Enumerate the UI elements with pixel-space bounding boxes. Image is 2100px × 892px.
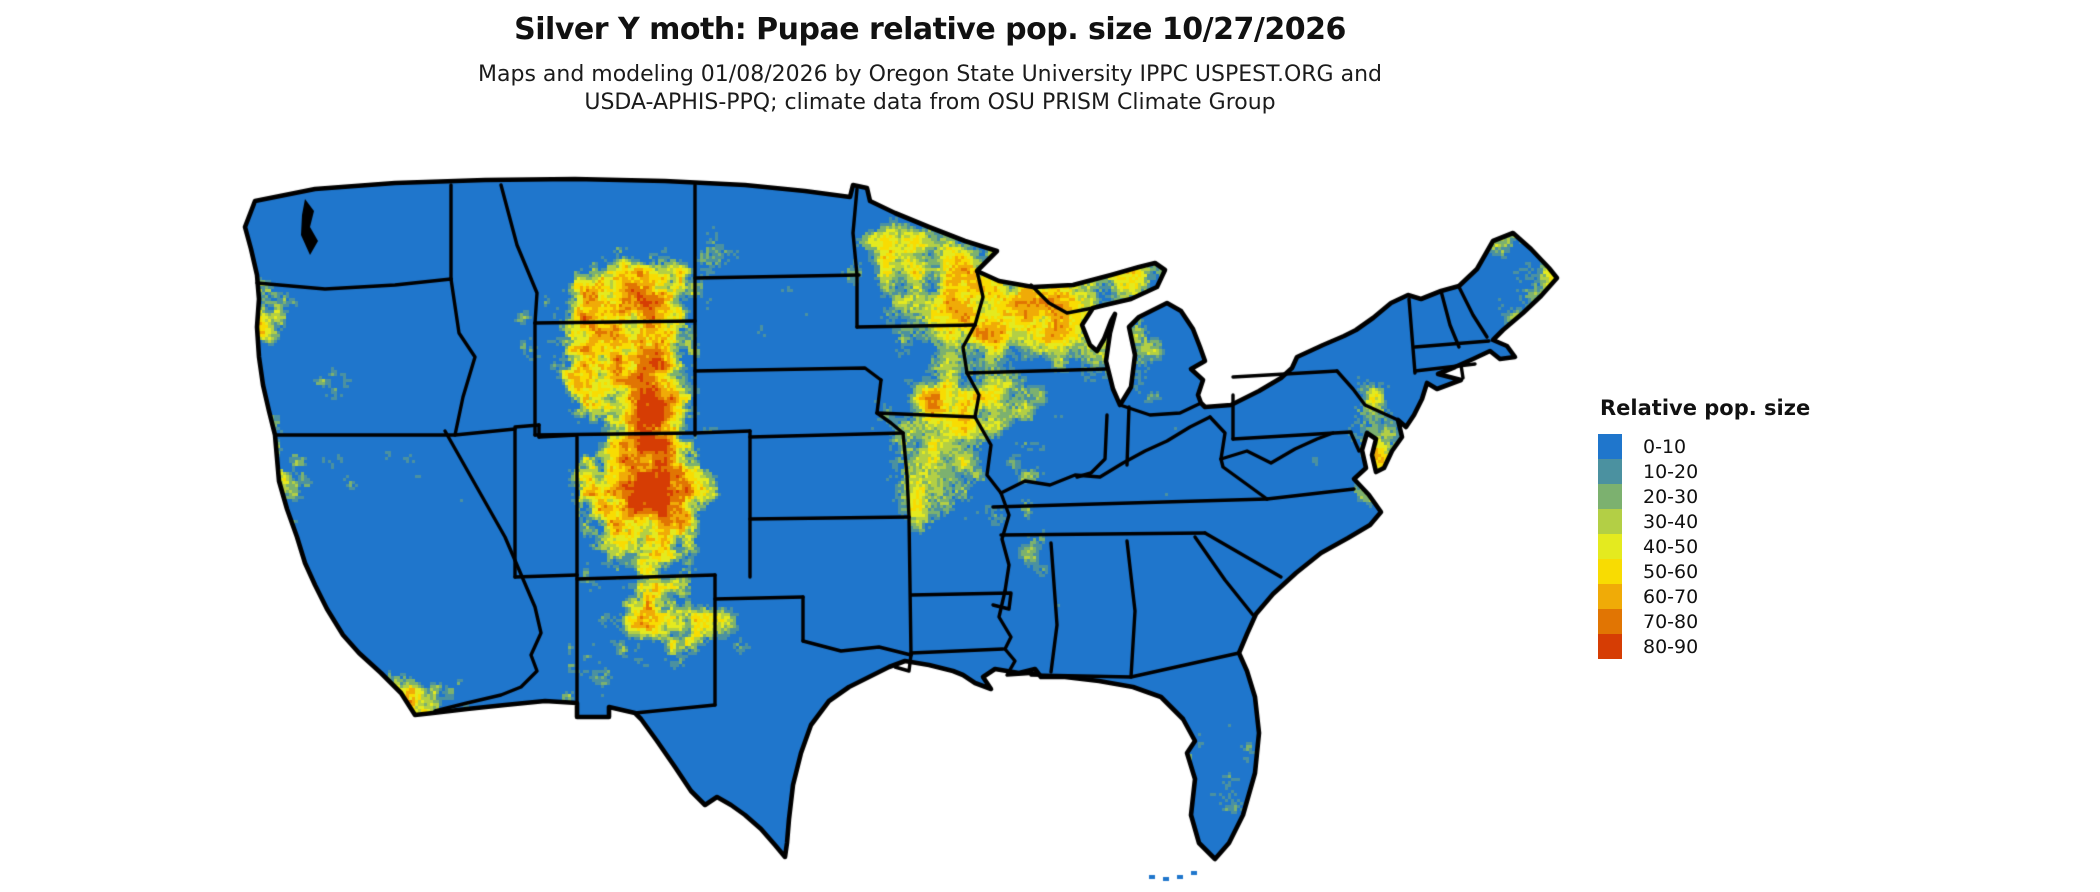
- legend: Relative pop. size 0-10 10-20 20-30 30-4…: [1598, 396, 1810, 659]
- legend-swatch: [1598, 634, 1622, 659]
- legend-item: 0-10: [1598, 434, 1810, 459]
- legend-items: 0-10 10-20 20-30 30-40 40-50 50-60 60-70…: [1598, 434, 1810, 659]
- us-map: [205, 175, 1575, 887]
- legend-swatch: [1598, 509, 1622, 534]
- subtitle-line2: USDA-APHIS-PPQ; climate data from OSU PR…: [584, 89, 1276, 115]
- subtitle-line1: Maps and modeling 01/08/2026 by Oregon S…: [478, 62, 1382, 87]
- legend-swatch: [1598, 584, 1622, 609]
- legend-item: 70-80: [1598, 609, 1810, 634]
- legend-item: 10-20: [1598, 459, 1810, 484]
- legend-swatch: [1598, 609, 1622, 634]
- page-title: Silver Y moth: Pupae relative pop. size …: [514, 12, 1346, 47]
- legend-item: 40-50: [1598, 534, 1810, 559]
- legend-item: 50-60: [1598, 559, 1810, 584]
- legend-swatch: [1598, 559, 1622, 584]
- us-map-canvas: [205, 175, 1575, 887]
- legend-title: Relative pop. size: [1600, 396, 1811, 420]
- legend-item: 60-70: [1598, 584, 1810, 609]
- header: Silver Y moth: Pupae relative pop. size …: [130, 12, 1730, 116]
- legend-swatch: [1598, 459, 1622, 484]
- legend-swatch: [1598, 484, 1622, 509]
- legend-item: 20-30: [1598, 484, 1810, 509]
- legend-item: 30-40: [1598, 509, 1810, 534]
- legend-item: 80-90: [1598, 634, 1810, 659]
- legend-swatch: [1598, 434, 1622, 459]
- legend-swatch: [1598, 534, 1622, 559]
